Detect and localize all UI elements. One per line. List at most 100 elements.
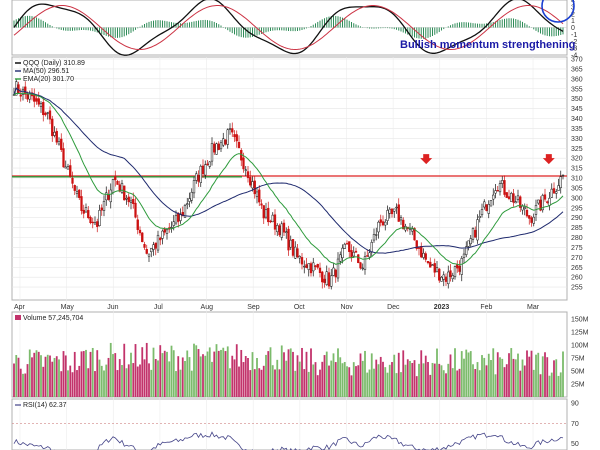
candle-body xyxy=(465,246,468,255)
volume-bar xyxy=(343,361,346,397)
volume-legend-swatch xyxy=(15,315,21,320)
volume-bar xyxy=(166,351,168,397)
candle-body xyxy=(111,179,115,193)
volume-bar xyxy=(159,345,162,397)
candle-body xyxy=(251,181,254,189)
candle-body xyxy=(136,219,139,230)
volume-bar xyxy=(530,350,533,397)
down-arrow-marker xyxy=(420,154,433,165)
candle-body xyxy=(550,188,553,198)
candle-body xyxy=(172,221,175,226)
volume-bar xyxy=(215,344,218,397)
candle-body xyxy=(555,191,558,194)
rsi-y-tick-label: 70 xyxy=(571,421,579,428)
candle-body xyxy=(408,228,412,230)
price-y-tick-label: 360 xyxy=(571,76,583,83)
volume-bar xyxy=(103,370,105,397)
volume-bar xyxy=(496,352,499,397)
volume-bar xyxy=(535,354,537,397)
candle-body xyxy=(395,206,398,209)
volume-bar xyxy=(301,347,303,397)
volume-bar xyxy=(307,371,310,397)
volume-bar xyxy=(312,364,315,397)
volume-bar xyxy=(186,350,189,397)
price-y-tick-label: 340 xyxy=(571,116,583,123)
candle-body xyxy=(57,141,61,145)
x-tick-label: Apr xyxy=(14,304,26,311)
volume-bar xyxy=(429,374,432,397)
candle-body xyxy=(174,215,178,224)
price-y-tick-label: 330 xyxy=(571,136,583,143)
candle-body xyxy=(359,262,362,269)
candle-body xyxy=(188,198,191,202)
candle-body xyxy=(271,214,274,223)
x-tick-label: Aug xyxy=(201,304,214,311)
volume-bar xyxy=(377,364,380,397)
volume-bar xyxy=(31,357,33,397)
momentum-y-tick-label: 2 xyxy=(571,11,575,18)
volume-bar xyxy=(134,344,137,397)
volume-bar xyxy=(199,356,202,397)
candle-body xyxy=(336,258,340,279)
candle-body xyxy=(303,265,306,268)
candle-body xyxy=(399,217,403,221)
candle-body xyxy=(129,200,133,203)
volume-bar xyxy=(357,365,360,397)
volume-bar xyxy=(73,351,76,397)
price-y-tick-label: 325 xyxy=(571,146,583,153)
candle-body xyxy=(210,143,214,162)
candle-body xyxy=(294,246,297,259)
candle-body xyxy=(183,204,187,218)
x-tick-label: Nov xyxy=(340,304,353,311)
volume-bar xyxy=(287,349,290,397)
candle-body xyxy=(33,94,36,102)
volume-bar xyxy=(346,366,348,397)
candle-body xyxy=(69,165,72,177)
volume-bar xyxy=(355,366,357,397)
candle-body xyxy=(532,216,535,224)
candle-body xyxy=(496,190,499,192)
volume-bar xyxy=(269,347,272,397)
candle-body xyxy=(415,240,418,249)
volume-bar xyxy=(472,364,474,397)
momentum-line-2 xyxy=(13,5,564,51)
candle-body xyxy=(478,215,481,219)
candle-body xyxy=(474,229,477,238)
candle-body xyxy=(258,189,261,203)
candle-body xyxy=(91,221,94,224)
volume-bar xyxy=(298,361,301,397)
volume-bar xyxy=(33,352,36,397)
candle-body xyxy=(19,94,22,97)
candle-body xyxy=(525,209,529,217)
volume-bar xyxy=(42,366,45,397)
candle-body xyxy=(438,268,441,281)
candle-body xyxy=(201,165,205,175)
volume-bar xyxy=(260,369,263,397)
candle-body xyxy=(154,242,157,249)
volume-bar xyxy=(323,355,326,397)
volume-bar xyxy=(460,351,463,397)
volume-bar xyxy=(296,355,299,397)
volume-bar xyxy=(202,354,204,397)
volume-bar xyxy=(94,371,96,397)
candle-body xyxy=(192,180,196,194)
volume-bar xyxy=(80,351,83,397)
volume-bar xyxy=(76,370,78,397)
candle-body xyxy=(143,244,146,248)
volume-bar xyxy=(328,365,330,397)
candle-body xyxy=(372,234,376,241)
volume-bar xyxy=(501,358,504,397)
volume-bar xyxy=(132,363,135,397)
volume-bar xyxy=(413,360,416,397)
candle-body xyxy=(46,112,49,114)
volume-bar xyxy=(71,372,74,397)
volume-bar xyxy=(431,362,434,397)
volume-bar xyxy=(553,360,555,397)
volume-bar xyxy=(195,345,198,397)
candle-body xyxy=(134,202,137,218)
volume-bar xyxy=(258,368,261,397)
candle-body xyxy=(561,174,565,177)
candle-body xyxy=(39,103,43,108)
candle-body xyxy=(231,128,234,133)
candle-body xyxy=(519,196,522,208)
